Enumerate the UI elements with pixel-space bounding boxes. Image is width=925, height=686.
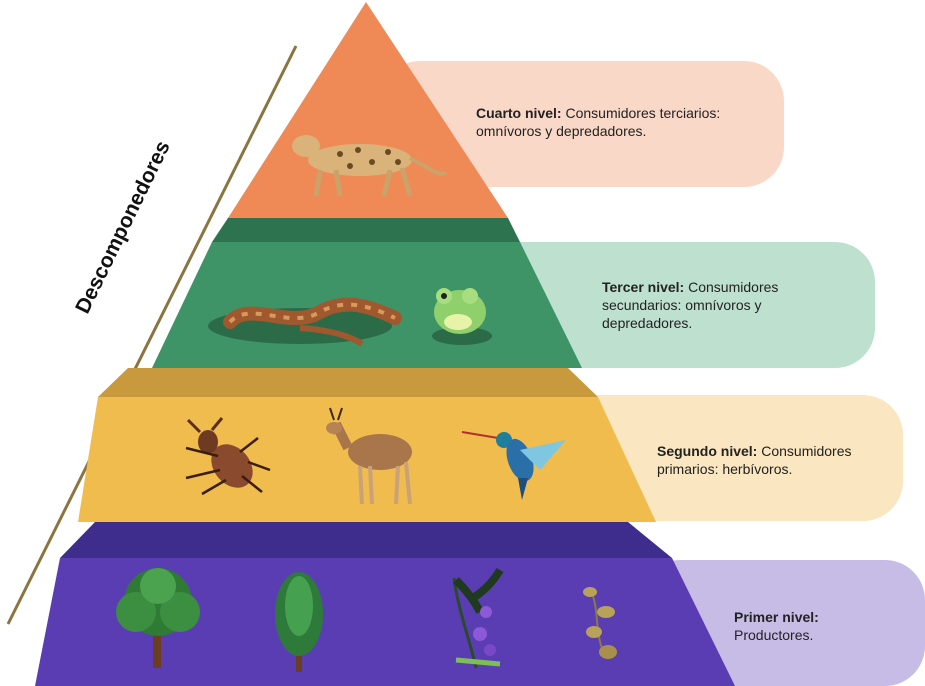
level-cuarto-band — [228, 2, 508, 218]
label-cuarto: Cuarto nivel: Consumidores terciarios: o… — [476, 104, 766, 140]
antelope-icon — [326, 407, 412, 505]
label-segundo: Segundo nivel: Consumidores primarios: h… — [657, 442, 887, 478]
level-primer-band — [35, 558, 735, 686]
flowering-plant-icon — [452, 567, 504, 669]
level-title: Primer nivel: — [734, 609, 819, 625]
level-tercer-top-face — [212, 218, 520, 242]
beetle-icon — [185, 417, 271, 496]
level-description: Consumidores primarios: herbívoros. — [657, 443, 852, 477]
decomposers-line — [6, 45, 298, 625]
label-box-cuarto — [380, 61, 784, 187]
label-tercer: Tercer nivel: Consumidores secundarios: … — [602, 278, 842, 332]
level-title: Cuarto nivel: — [476, 105, 562, 121]
snake-icon — [208, 297, 402, 347]
level-segundo-top-face — [98, 368, 598, 397]
level-description: Consumidores terciarios: omnívoros y dep… — [476, 105, 721, 139]
level-primer-top-face — [60, 522, 672, 558]
level-description: Consumidores secundarios: omnívoros y de… — [602, 279, 779, 331]
level-description: Productores. — [734, 627, 814, 643]
frog-icon — [432, 288, 492, 345]
hummingbird-icon — [461, 431, 566, 500]
jaguar-icon — [292, 135, 448, 197]
level-title: Segundo nivel: — [657, 443, 758, 459]
label-primer: Primer nivel: Productores. — [734, 608, 894, 644]
conifer-tree-icon — [275, 572, 323, 672]
level-title: Tercer nivel: — [602, 279, 685, 295]
label-box-segundo — [560, 395, 903, 521]
label-box-tercer — [470, 242, 875, 368]
round-tree-icon — [116, 568, 200, 668]
vine-icon — [583, 587, 617, 659]
